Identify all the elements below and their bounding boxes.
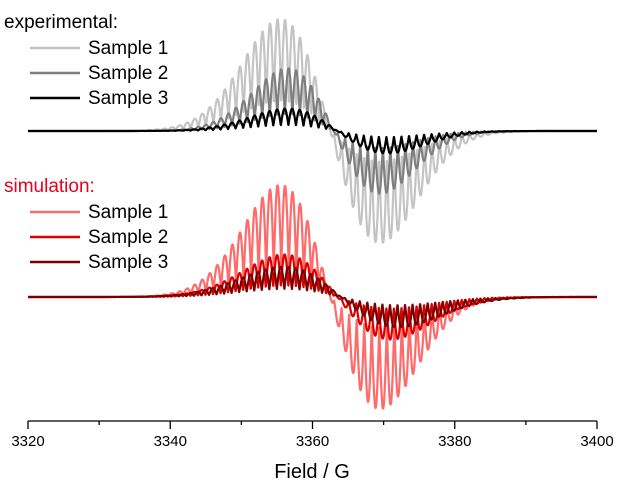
legends: experimental: Sample 1 Sample 2 Sample 3 sim… (4, 12, 168, 273)
legend-label: Sample 1 (88, 38, 168, 59)
legend-label: Sample 1 (88, 202, 168, 223)
spectra-traces (27, 18, 598, 410)
trace-simulation-sample-3 (27, 265, 598, 329)
x-axis-title: Field / G (274, 461, 350, 483)
experimental-legend-title: experimental: (4, 12, 118, 33)
trace-experimental-sample-3 (27, 107, 598, 155)
x-tick-label: 3400 (580, 433, 613, 450)
legend-label: Sample 2 (88, 63, 168, 84)
simulation-legend-title: simulation: (4, 176, 95, 197)
x-tick-label: 3340 (154, 433, 187, 450)
x-axis-ticks: 3320 3340 3360 3380 3400 (11, 421, 614, 450)
x-tick-label: 3380 (438, 433, 471, 450)
x-tick-label: 3360 (296, 433, 329, 450)
legend-label: Sample 3 (88, 88, 168, 109)
x-axis: 3320 3340 3360 3380 3400 Field / G (11, 420, 614, 483)
legend-label: Sample 3 (88, 252, 168, 273)
legend-label: Sample 2 (88, 227, 168, 248)
x-tick-label: 3320 (11, 433, 44, 450)
